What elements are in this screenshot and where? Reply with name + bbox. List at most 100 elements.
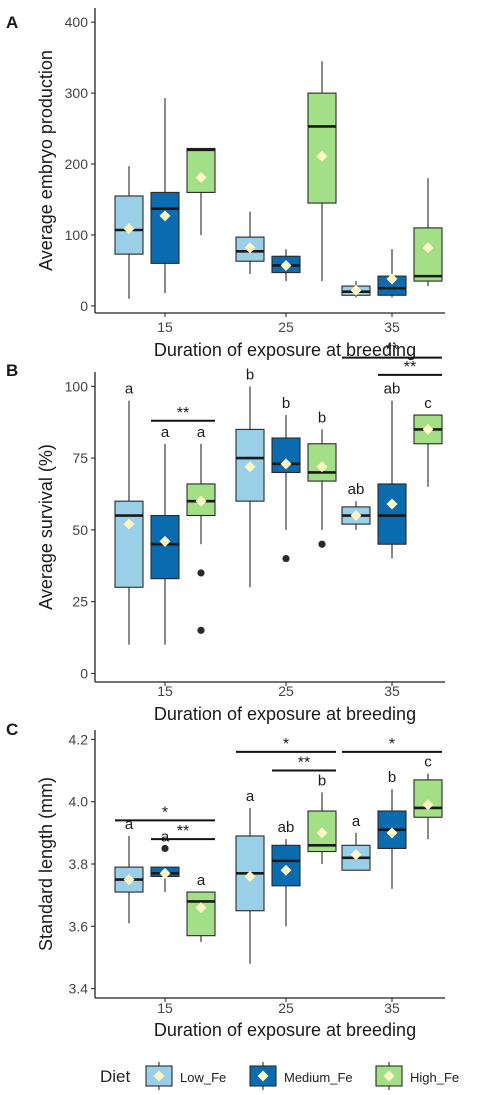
panel-letter: A bbox=[6, 13, 18, 32]
outlier-point bbox=[197, 626, 205, 634]
legend-keys bbox=[145, 1062, 403, 1090]
outlier-point bbox=[197, 569, 205, 577]
x-axis-title: Duration of exposure at breeding bbox=[154, 340, 416, 360]
mean-marker bbox=[316, 461, 328, 473]
box-low-fe-35: a bbox=[341, 813, 371, 871]
box-low-fe-15: a bbox=[114, 381, 144, 645]
significance-letter: a bbox=[197, 424, 206, 441]
y-axis-title: Standard length (mm) bbox=[36, 777, 56, 951]
box-rect bbox=[307, 92, 337, 204]
box-low-fe-15 bbox=[114, 166, 144, 299]
outlier-point bbox=[318, 540, 326, 548]
box-rect bbox=[413, 779, 443, 818]
box-medium-fe-35: ab bbox=[377, 381, 407, 559]
box-low-fe-25 bbox=[235, 211, 265, 274]
box-medium-fe-15: a bbox=[150, 828, 180, 893]
box-rect bbox=[377, 483, 407, 545]
y-tick-label: 3.6 bbox=[69, 918, 89, 934]
y-axis-title: Average embryo production bbox=[36, 50, 56, 271]
legend: Diet Low_Fe Medium_Fe High_Fe bbox=[100, 1062, 459, 1090]
significance-letter: a bbox=[352, 813, 361, 830]
mean-marker bbox=[195, 172, 207, 184]
box-high-fe-15: a bbox=[186, 872, 216, 942]
box-low-fe-35 bbox=[341, 281, 371, 298]
y-tick-label: 3.8 bbox=[69, 856, 89, 872]
y-axis-title: Average survival (%) bbox=[36, 444, 56, 610]
box-low-fe-15: a bbox=[114, 816, 144, 924]
legend-label-medium-fe: Medium_Fe bbox=[284, 1070, 353, 1085]
mean-marker bbox=[123, 223, 135, 235]
x-tick-label: 25 bbox=[278, 683, 294, 699]
legend-label-low-fe: Low_Fe bbox=[180, 1070, 226, 1085]
y-tick-label: 0 bbox=[80, 665, 88, 681]
mean-marker bbox=[422, 423, 434, 435]
mean-marker bbox=[280, 259, 292, 271]
y-tick-label: 50 bbox=[72, 522, 88, 538]
significance-stars: ** bbox=[404, 359, 416, 376]
mean-marker bbox=[159, 535, 171, 547]
x-axis-title: Duration of exposure at breeding bbox=[154, 1020, 416, 1040]
panel-letter: C bbox=[6, 720, 18, 739]
box-high-fe-25 bbox=[307, 61, 337, 282]
mean-marker bbox=[195, 495, 207, 507]
mean-marker bbox=[280, 458, 292, 470]
significance-letter: c bbox=[424, 395, 432, 412]
mean-marker bbox=[280, 864, 292, 876]
outlier-point bbox=[161, 844, 169, 853]
y-tick-label: 100 bbox=[65, 378, 89, 394]
box-high-fe-25: b bbox=[307, 772, 337, 864]
legend-key-high-fe bbox=[375, 1062, 403, 1090]
x-tick-label: 35 bbox=[384, 683, 400, 699]
box-rect bbox=[413, 227, 443, 282]
box-medium-fe-15: a bbox=[150, 424, 180, 645]
significance-letter: b bbox=[246, 366, 254, 383]
box-medium-fe-35: b bbox=[377, 769, 407, 889]
significance-letter: a bbox=[161, 424, 170, 441]
y-tick-label: 4.0 bbox=[69, 794, 89, 810]
panels: A 0 100 200 300 400 15 25 35 Duration of exposure… bbox=[6, 8, 445, 1040]
y-tick-label: 200 bbox=[65, 156, 89, 172]
box-high-fe-25: b bbox=[307, 409, 337, 548]
mean-marker bbox=[386, 827, 398, 839]
mean-marker bbox=[386, 498, 398, 510]
significance-letter: a bbox=[246, 788, 255, 805]
mean-marker bbox=[159, 867, 171, 879]
box-low-fe-25: b bbox=[235, 366, 265, 588]
y-tick-label: 0 bbox=[80, 298, 88, 314]
legend-key-low-fe bbox=[145, 1062, 173, 1090]
y-tick-label: 25 bbox=[72, 594, 88, 610]
mean-marker bbox=[316, 150, 328, 162]
box-high-fe-15: a bbox=[186, 424, 216, 634]
box-medium-fe-15 bbox=[150, 98, 180, 294]
box-high-fe-35: c bbox=[413, 395, 443, 487]
y-tick-label: 75 bbox=[72, 450, 88, 466]
significance-stars: ** bbox=[386, 342, 398, 359]
legend-key-medium-fe bbox=[249, 1062, 277, 1090]
mean-marker bbox=[350, 510, 362, 522]
x-axis-title: Duration of exposure at breeding bbox=[154, 704, 416, 724]
box-rect bbox=[150, 514, 180, 580]
box-rect bbox=[114, 500, 144, 588]
significance-stars: ** bbox=[177, 823, 189, 840]
y-tick-label: 100 bbox=[65, 227, 89, 243]
significance-letter: c bbox=[424, 754, 432, 771]
legend-title: Diet bbox=[100, 1067, 131, 1086]
box-medium-fe-25: ab bbox=[271, 819, 301, 927]
x-tick-label: 35 bbox=[384, 319, 400, 335]
mean-marker bbox=[422, 242, 434, 254]
mean-marker bbox=[159, 210, 171, 222]
mean-marker bbox=[350, 849, 362, 861]
significance-letter: ab bbox=[384, 381, 401, 398]
mean-marker bbox=[350, 284, 362, 296]
mean-marker bbox=[316, 827, 328, 839]
legend-mean-marker bbox=[257, 1070, 269, 1082]
panel-letter: B bbox=[6, 361, 18, 380]
y-tick-label: 300 bbox=[65, 85, 89, 101]
mean-marker bbox=[195, 902, 207, 914]
box-rect bbox=[186, 147, 216, 193]
significance-letter: a bbox=[125, 381, 134, 398]
significance-stars: ** bbox=[177, 405, 189, 422]
x-tick-label: 25 bbox=[278, 319, 294, 335]
significance-letter: b bbox=[282, 395, 290, 412]
